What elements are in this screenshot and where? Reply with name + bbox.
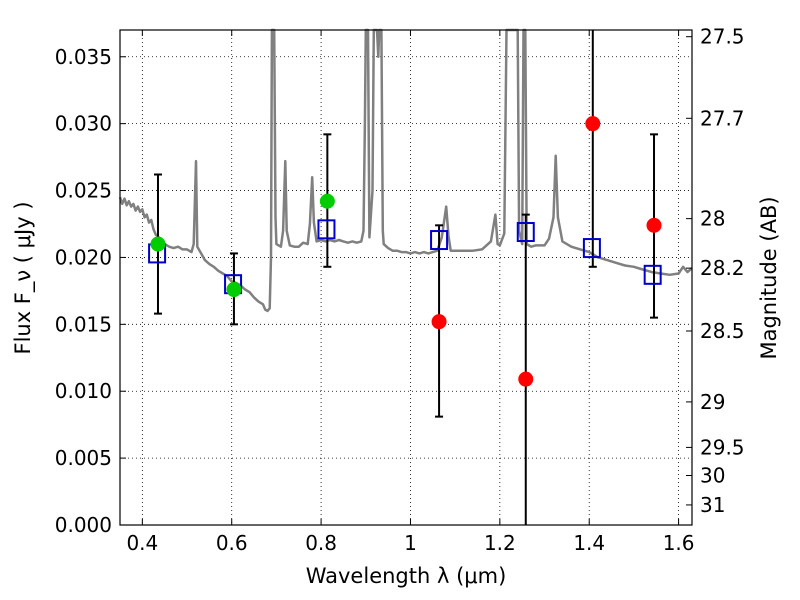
model-flux-square xyxy=(430,230,449,251)
x-axis-label: Wavelength λ (μm) xyxy=(306,564,507,588)
y-tick-label: 0.035 xyxy=(55,45,112,69)
plot-frame xyxy=(119,29,693,526)
photometry-points xyxy=(431,116,662,387)
red-point xyxy=(518,371,534,387)
x-tick-label: 0.8 xyxy=(305,531,337,555)
green-point xyxy=(150,236,166,252)
y2-tick-label: 29 xyxy=(700,390,725,414)
y2-tick-label: 27.5 xyxy=(700,25,745,49)
y-tick-label: 0.005 xyxy=(55,446,112,470)
y2-axis-ticks: 27.5 27.7 28 28.2 28.5 29 29.5 30 31 xyxy=(686,25,745,517)
x-tick-label: 0.4 xyxy=(126,531,158,555)
y2-axis-label: Magnitude (AB) xyxy=(757,196,781,359)
y-tick-label: 0.015 xyxy=(55,312,112,336)
y2-tick-label: 29.5 xyxy=(700,435,745,459)
y2-tick-label: 28.2 xyxy=(700,256,745,280)
y-tick-label: 0.020 xyxy=(55,245,112,269)
y2-tick-label: 31 xyxy=(700,493,725,517)
green-point xyxy=(226,282,242,298)
y2-tick-label: 28.5 xyxy=(700,319,745,343)
x-tick-label: 1.6 xyxy=(663,531,695,555)
x-tick-label: 0.6 xyxy=(216,531,248,555)
y-tick-label: 0.010 xyxy=(55,379,112,403)
model-flux-square xyxy=(516,222,535,243)
y-axis-ticks: 0.000 0.005 0.010 0.015 0.020 0.025 0.030 0.035 xyxy=(55,45,126,537)
detection-points xyxy=(150,193,335,298)
y-tick-label: 0.000 xyxy=(55,513,112,537)
model-spectrum xyxy=(118,28,693,313)
x-axis-ticks: 0.4 0.6 0.8 1 1.2 1.4 1.6 xyxy=(126,30,695,555)
x-tick-label: 1 xyxy=(404,531,417,555)
red-point xyxy=(646,217,662,233)
y2-tick-label: 27.7 xyxy=(700,106,745,130)
red-point xyxy=(585,116,601,132)
green-point xyxy=(319,193,335,209)
model-flux-square xyxy=(643,264,662,285)
y-axis-label: Flux F_ν ( μJy ) xyxy=(11,201,36,354)
spectrum-line xyxy=(118,28,693,313)
y-tick-label: 0.025 xyxy=(55,179,112,203)
y2-tick-label: 30 xyxy=(700,464,725,488)
model-flux-square xyxy=(317,219,336,240)
x-tick-label: 1.2 xyxy=(484,531,516,555)
model-flux-square xyxy=(582,238,601,259)
x-tick-label: 1.4 xyxy=(573,531,605,555)
y2-tick-label: 28 xyxy=(700,207,725,231)
red-point xyxy=(431,314,447,330)
y-tick-label: 0.030 xyxy=(55,112,112,136)
